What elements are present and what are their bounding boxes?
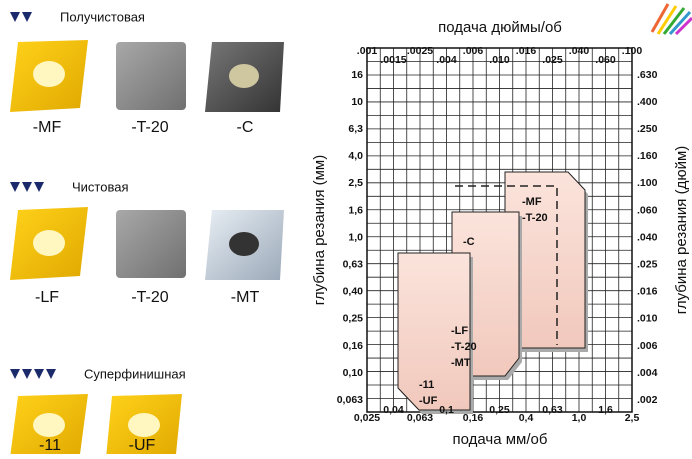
left-tick-label: 0,40 [343, 286, 364, 298]
left-tick-label: 0,25 [343, 313, 364, 325]
bottom-tick-label: 2,5 [625, 412, 640, 424]
top-tick-label: .006 [463, 45, 484, 57]
right-tick-label: .100 [637, 177, 658, 189]
bottom-tick-label: 0,25 [489, 404, 510, 416]
region-label: -MT [451, 357, 471, 369]
insert-label: -MT [231, 289, 260, 306]
top-tick-label: .0015 [380, 54, 406, 66]
right-tick-label: .002 [637, 394, 658, 406]
insert-label: -LF [35, 289, 59, 306]
left-tick-label: 0,063 [337, 394, 363, 406]
insert-label: -UF [129, 437, 156, 454]
left-tick-label: 0,16 [343, 340, 364, 352]
right-tick-label: .400 [637, 96, 658, 108]
insert-label: -MF [33, 119, 62, 136]
right-tick-label: .630 [637, 69, 658, 81]
left-tick-label: 16 [351, 69, 363, 81]
left-axis-title: глубина резания (мм) [311, 155, 328, 305]
regions [397, 171, 588, 414]
top-tick-label: .004 [436, 54, 457, 66]
region-label: -11 [419, 379, 434, 391]
insert-label: -C [237, 119, 254, 136]
section-title: Чистовая [72, 179, 129, 194]
left-tick-label: 0,63 [343, 258, 364, 270]
bottom-tick-label: 0,025 [354, 412, 380, 424]
insert-label: -T-20 [131, 119, 168, 136]
bottom-axis-title: подача мм/об [453, 431, 548, 448]
insert-images [10, 40, 284, 458]
bottom-tick-label: 0,063 [407, 412, 433, 424]
left-tick-label: 0,10 [343, 367, 364, 379]
right-tick-label: .040 [637, 231, 658, 243]
bottom-tick-label: 1,6 [598, 404, 613, 416]
right-axis-title: глубина резания (дюйм) [673, 146, 690, 315]
right-tick-label: .006 [637, 340, 658, 352]
region-label: -T-20 [451, 341, 477, 353]
right-tick-label: .004 [637, 367, 658, 379]
section-title: Суперфинишная [84, 366, 186, 381]
right-tick-label: .060 [637, 204, 658, 216]
left-tick-label: 2,5 [348, 177, 363, 189]
bottom-tick-label: 0,16 [463, 412, 484, 424]
region-label: -T-20 [522, 212, 548, 224]
bottom-tick-label: 1,0 [572, 412, 587, 424]
bottom-tick-label: 0,4 [519, 412, 534, 424]
right-tick-label: .025 [637, 258, 658, 270]
triangles [10, 12, 56, 379]
region-label: -C [463, 236, 475, 248]
right-tick-label: .250 [637, 123, 658, 135]
section-title: Получистовая [60, 9, 145, 24]
grid-frame [366, 47, 633, 413]
top-tick-label: .060 [595, 54, 616, 66]
top-tick-label: .0025 [407, 45, 433, 57]
insert-label: -11 [39, 437, 61, 454]
top-tick-label: .025 [542, 54, 563, 66]
bottom-tick-label: 0,1 [439, 404, 454, 416]
top-tick-label: .001 [357, 45, 378, 57]
right-tick-label: .160 [637, 150, 658, 162]
right-tick-label: .010 [637, 313, 658, 325]
insert-label: -T-20 [131, 289, 168, 306]
left-tick-label: 10 [351, 96, 363, 108]
top-axis-title: подача дюймы/об [438, 19, 562, 36]
region-label: -LF [451, 325, 468, 337]
top-tick-label: .100 [622, 45, 643, 57]
top-tick-label: .010 [489, 54, 510, 66]
top-tick-label: .040 [569, 45, 590, 57]
left-tick-label: 6,3 [348, 123, 363, 135]
right-tick-label: .016 [637, 286, 658, 298]
left-tick-label: 1,0 [348, 231, 363, 243]
bottom-tick-label: 0,63 [542, 404, 563, 416]
bottom-tick-label: 0,04 [383, 404, 404, 416]
left-tick-label: 1,6 [348, 204, 363, 216]
left-tick-label: 4,0 [348, 150, 363, 162]
region-label: -UF [419, 395, 438, 407]
top-tick-label: .016 [516, 45, 537, 57]
logo [650, 3, 692, 36]
region-label: -MF [522, 196, 542, 208]
